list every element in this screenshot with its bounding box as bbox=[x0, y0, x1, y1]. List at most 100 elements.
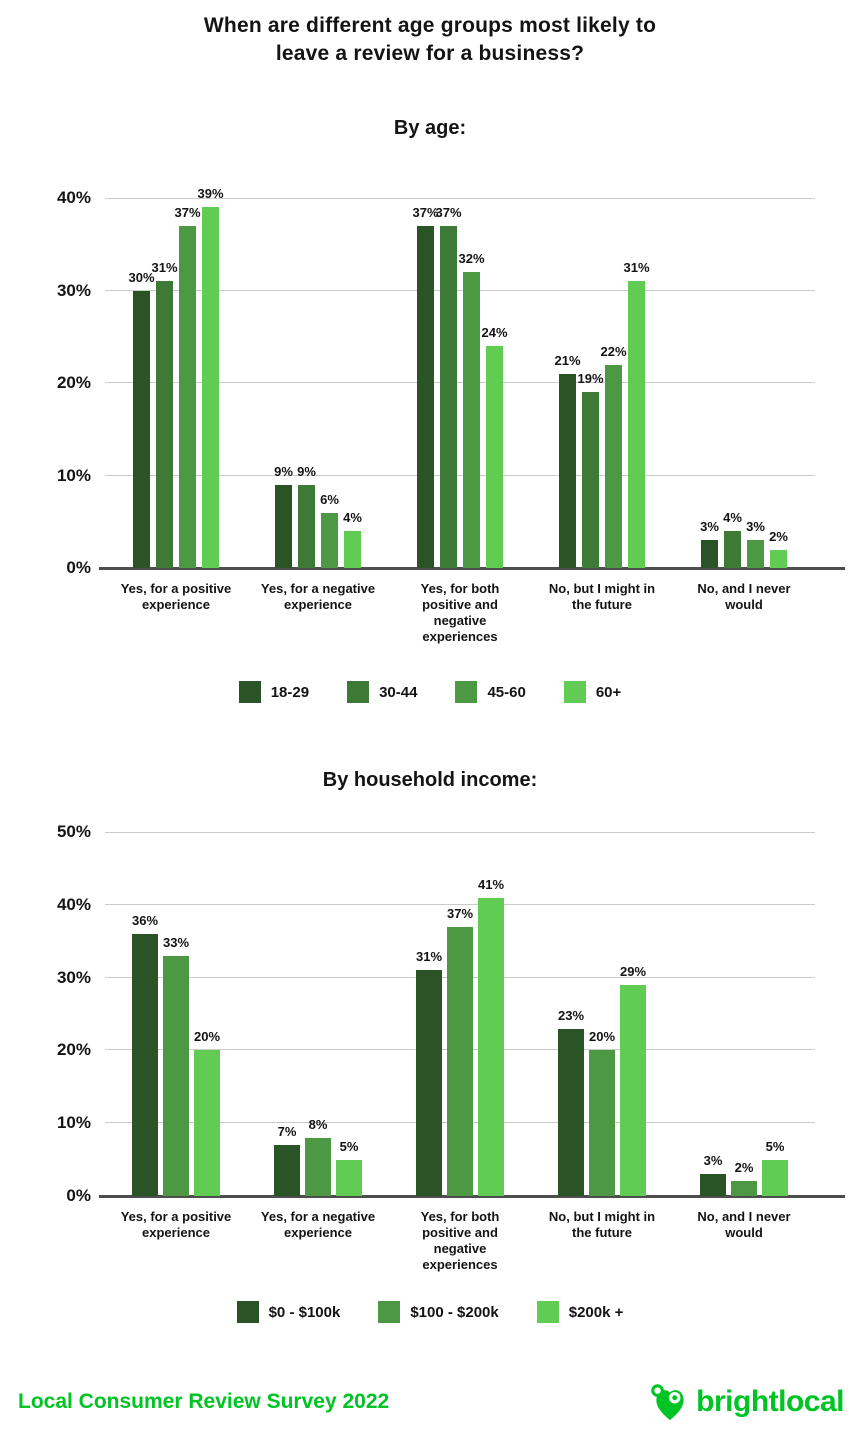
bar-value-label: 23% bbox=[557, 1007, 585, 1023]
bar-value-label: 32% bbox=[458, 251, 485, 266]
bar-$200k +-0: 20% bbox=[194, 1029, 220, 1196]
bar-$200k +-1: 5% bbox=[336, 1139, 362, 1196]
y-axis-tick-label: 50% bbox=[56, 822, 91, 841]
legend-item-$100 - $200k: $100 - $200k bbox=[378, 1301, 499, 1323]
bar-value-label: 4% bbox=[723, 510, 742, 525]
legend-label: 60+ bbox=[595, 683, 622, 701]
bar-value-label: 31% bbox=[415, 949, 443, 965]
bar-30-44-2: 37% bbox=[435, 205, 462, 568]
bar-value-label: 4% bbox=[343, 510, 362, 525]
bar-18-29-1: 9% bbox=[274, 464, 293, 568]
bar-value-label: 41% bbox=[477, 876, 505, 892]
bar-value-label: 20% bbox=[193, 1029, 221, 1045]
legend-item-30-44: 30-44 bbox=[347, 681, 417, 703]
legend-swatch bbox=[536, 1301, 559, 1323]
bar-$0 - $100k-1: 7% bbox=[274, 1124, 300, 1196]
y-axis-tick-label: 30% bbox=[56, 280, 91, 300]
bar-groups: 36% 33% 20% 7% 8% 5% 31% 37% 41% 23% 20% 29% 3% 2% 5% bbox=[105, 832, 815, 1196]
bar-value-label: 6% bbox=[320, 491, 339, 507]
bar-60+-4: 2% bbox=[769, 529, 788, 568]
legend-label: 30-44 bbox=[379, 683, 418, 701]
chart-by-age-category-labels: Yes, for a positive experience Yes, for a… bbox=[105, 581, 815, 645]
legend-swatch bbox=[563, 681, 586, 703]
bar-$100 - $200k-2: 37% bbox=[447, 906, 473, 1196]
legend-swatch bbox=[236, 1301, 259, 1323]
category-label: No, and I never would bbox=[673, 1209, 815, 1273]
bar-group: 9% 9% 6% 4% bbox=[247, 198, 389, 568]
category-label: Yes, for a positive experience bbox=[105, 581, 247, 645]
category-label: No, but I might in the future bbox=[531, 1209, 673, 1273]
bar-group: 37% 37% 32% 24% bbox=[389, 198, 531, 568]
category-label-text: Yes, for both positive and negative expe… bbox=[420, 581, 500, 644]
y-axis-tick-label: 20% bbox=[56, 1040, 91, 1060]
bar-group: 3% 2% 5% bbox=[673, 832, 815, 1196]
x-axis-line bbox=[99, 567, 845, 570]
chart-by-age-legend: 18-29 30-44 45-60 60+ bbox=[0, 681, 860, 703]
bar-45-60-2: 32% bbox=[458, 251, 485, 568]
legend-item-45-60: 45-60 bbox=[455, 681, 526, 703]
bar-value-label: 39% bbox=[197, 186, 224, 202]
bar-18-29-3: 21% bbox=[554, 353, 581, 568]
gridline-50 bbox=[105, 832, 815, 833]
gridline-40 bbox=[105, 903, 815, 905]
legend-swatch bbox=[238, 681, 261, 703]
y-axis-tick-label: 30% bbox=[56, 967, 91, 987]
category-label-text: Yes, for a negative experience bbox=[260, 1209, 376, 1240]
y-axis-tick-label: 10% bbox=[56, 1113, 91, 1133]
y-axis-tick-label: 10% bbox=[56, 465, 91, 485]
brightlocal-logo: brightlocal bbox=[649, 1382, 844, 1422]
bar-45-60-1: 6% bbox=[320, 492, 339, 568]
gridline-30 bbox=[105, 289, 815, 291]
chart-by-income-category-labels: Yes, for a positive experience Yes, for a… bbox=[105, 1209, 815, 1273]
bar-value-label: 20% bbox=[588, 1029, 616, 1045]
gridline-40 bbox=[105, 198, 815, 199]
bar-value-label: 37% bbox=[446, 905, 474, 921]
y-axis-tick-label: 40% bbox=[56, 894, 91, 914]
bar-18-29-4: 3% bbox=[700, 519, 719, 568]
bar-30-44-3: 19% bbox=[577, 371, 604, 568]
chart-by-income-plot: 0% 10% 20% 30% 40% 50% 36% 33% 20% 7% 8% 5% 31% 37% 41… bbox=[57, 822, 845, 1205]
bar-value-label: 9% bbox=[274, 463, 293, 479]
bar-$0 - $100k-0: 36% bbox=[132, 913, 158, 1196]
legend-item-18-29: 18-29 bbox=[238, 681, 310, 703]
legend-swatch bbox=[378, 1301, 401, 1323]
legend-label: $100 - $200k bbox=[410, 1303, 499, 1321]
bar-group: 3% 4% 3% 2% bbox=[673, 198, 815, 568]
chart-by-age: By age: 0% 10% 20% 30% 40% 30% 31% 37% 39% 9% 9% 6%… bbox=[0, 117, 860, 703]
bar-group: 7% 8% 5% bbox=[247, 832, 389, 1196]
page-title: When are different age groups most likel… bbox=[0, 0, 860, 68]
category-label-text: No, but I might in the future bbox=[548, 581, 656, 612]
bar-60+-3: 31% bbox=[623, 260, 650, 568]
bar-60+-1: 4% bbox=[343, 510, 362, 568]
legend-swatch bbox=[455, 681, 478, 703]
bar-30-44-0: 31% bbox=[151, 260, 178, 568]
category-label-text: No, and I never would bbox=[697, 581, 791, 612]
legend-label: $0 - $100k bbox=[268, 1303, 341, 1321]
legend-label: $200k + bbox=[568, 1303, 624, 1321]
bar-$100 - $200k-3: 20% bbox=[589, 1029, 615, 1196]
y-axis-tick-label: 0% bbox=[66, 558, 91, 577]
bar-value-label: 8% bbox=[308, 1116, 328, 1132]
y-axis-tick-label: 0% bbox=[66, 1186, 91, 1205]
bar-value-label: 2% bbox=[769, 528, 788, 544]
legend-label: 18-29 bbox=[270, 683, 310, 701]
bar-18-29-0: 30% bbox=[128, 270, 155, 568]
bar-value-label: 3% bbox=[746, 519, 765, 535]
bar-45-60-3: 22% bbox=[600, 344, 627, 568]
gridline-10 bbox=[105, 474, 815, 476]
bar-value-label: 31% bbox=[623, 260, 650, 276]
gridline-20 bbox=[105, 382, 815, 383]
bar-value-label: 30% bbox=[128, 269, 155, 285]
bar-value-label: 31% bbox=[151, 260, 178, 276]
category-label-text: No, and I never would bbox=[697, 1209, 791, 1240]
legend-swatch bbox=[347, 681, 370, 703]
bar-60+-2: 24% bbox=[481, 325, 508, 568]
bar-group: 31% 37% 41% bbox=[389, 832, 531, 1196]
category-label-text: No, but I might in the future bbox=[548, 1209, 656, 1240]
bar-value-label: 37% bbox=[412, 204, 439, 220]
bar-$0 - $100k-4: 3% bbox=[700, 1153, 726, 1196]
legend-item-$200k +: $200k + bbox=[536, 1301, 624, 1323]
bar-group: 36% 33% 20% bbox=[105, 832, 247, 1196]
bar-value-label: 33% bbox=[162, 934, 190, 950]
